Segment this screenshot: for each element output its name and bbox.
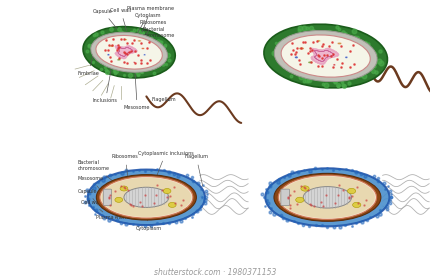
Ellipse shape	[96, 175, 197, 220]
Ellipse shape	[281, 35, 370, 77]
Ellipse shape	[117, 59, 121, 61]
Text: Cytoplasm: Cytoplasm	[136, 218, 162, 231]
Ellipse shape	[107, 54, 110, 56]
Ellipse shape	[274, 31, 377, 81]
Text: Ribosomes: Ribosomes	[112, 155, 138, 185]
Ellipse shape	[301, 186, 309, 191]
Ellipse shape	[299, 47, 304, 50]
Ellipse shape	[124, 39, 127, 41]
Text: Plasma membrane: Plasma membrane	[96, 215, 143, 220]
Ellipse shape	[100, 176, 193, 218]
Ellipse shape	[280, 176, 375, 218]
FancyBboxPatch shape	[281, 189, 289, 206]
Ellipse shape	[120, 186, 128, 191]
Text: Cytoplasmic inclusions: Cytoplasmic inclusions	[138, 151, 194, 182]
Ellipse shape	[303, 186, 352, 208]
Ellipse shape	[88, 170, 205, 225]
Text: Bacterial
chromosome: Bacterial chromosome	[77, 160, 123, 189]
Polygon shape	[115, 46, 137, 59]
Ellipse shape	[133, 62, 135, 63]
Text: Flagellum: Flagellum	[184, 155, 208, 186]
Ellipse shape	[353, 202, 361, 207]
Ellipse shape	[345, 56, 348, 59]
Ellipse shape	[264, 24, 387, 88]
Polygon shape	[311, 48, 338, 64]
Polygon shape	[118, 48, 133, 56]
Ellipse shape	[278, 175, 377, 220]
Text: Inclusions: Inclusions	[93, 59, 118, 103]
Text: Cell wall: Cell wall	[110, 8, 132, 31]
Ellipse shape	[110, 45, 114, 47]
Polygon shape	[315, 50, 334, 61]
Ellipse shape	[333, 64, 336, 66]
Text: Bacterial
chromosome: Bacterial chromosome	[132, 27, 175, 48]
Ellipse shape	[141, 48, 144, 50]
Ellipse shape	[296, 197, 304, 202]
Ellipse shape	[274, 173, 381, 221]
Text: Plasma membrane: Plasma membrane	[127, 6, 175, 32]
Ellipse shape	[83, 27, 175, 78]
Ellipse shape	[96, 36, 163, 69]
FancyBboxPatch shape	[103, 189, 111, 206]
Ellipse shape	[91, 32, 167, 72]
Text: Cell wall: Cell wall	[81, 200, 103, 212]
Ellipse shape	[295, 56, 298, 59]
Ellipse shape	[169, 202, 176, 207]
Ellipse shape	[101, 178, 191, 217]
Ellipse shape	[138, 40, 141, 42]
Ellipse shape	[115, 197, 123, 202]
Text: Mesosome: Mesosome	[124, 64, 150, 110]
Text: Capsule: Capsule	[77, 188, 98, 205]
Ellipse shape	[308, 61, 313, 64]
Ellipse shape	[163, 188, 171, 193]
Text: Cytoplasm: Cytoplasm	[134, 13, 161, 36]
Ellipse shape	[337, 42, 342, 45]
Ellipse shape	[144, 54, 146, 56]
Ellipse shape	[347, 188, 356, 194]
Ellipse shape	[124, 187, 169, 207]
Text: shutterstock.com · 1980371153: shutterstock.com · 1980371153	[154, 268, 276, 277]
Ellipse shape	[317, 40, 321, 42]
Text: Ribosomes: Ribosomes	[139, 20, 167, 41]
Text: Flagellum: Flagellum	[151, 97, 176, 102]
Text: Fimbriae: Fimbriae	[77, 52, 99, 76]
Text: Plasmid: Plasmid	[139, 41, 159, 54]
Text: Mesosome: Mesosome	[77, 176, 105, 195]
Ellipse shape	[265, 168, 390, 226]
Text: Capsule: Capsule	[93, 9, 117, 29]
